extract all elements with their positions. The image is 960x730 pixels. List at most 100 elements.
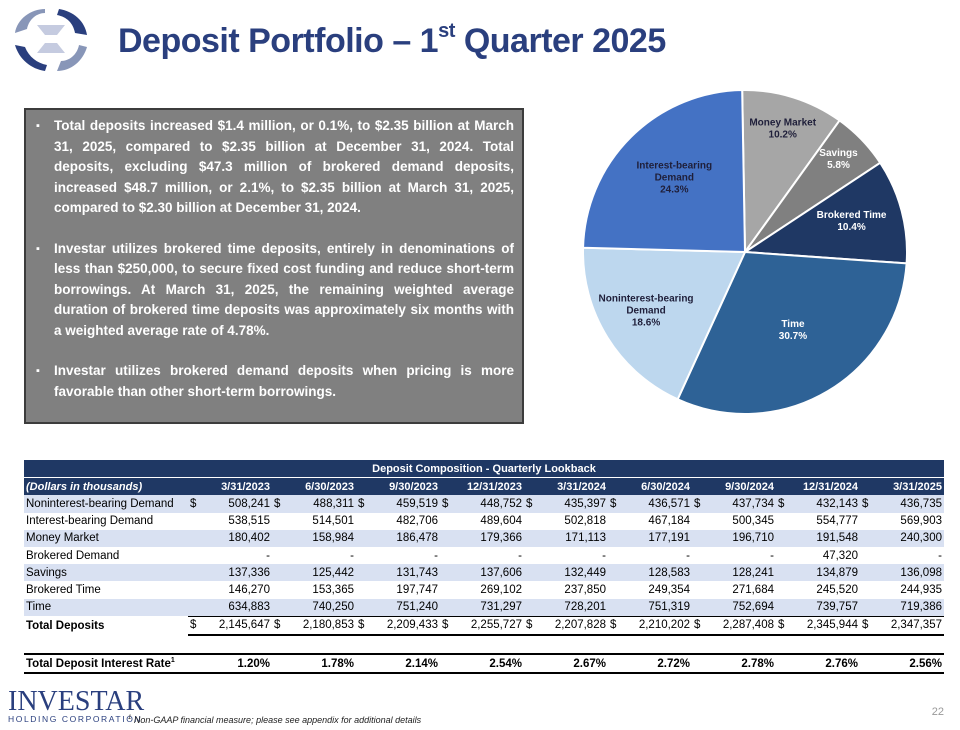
currency-cell bbox=[524, 653, 538, 675]
value-cell: 191,548 bbox=[790, 529, 860, 547]
currency-cell bbox=[440, 564, 454, 582]
pie-slice bbox=[676, 250, 908, 415]
currency-cell bbox=[272, 547, 286, 564]
column-header: (Dollars in thousands) bbox=[24, 477, 188, 496]
pie-slice-value: 10.2% bbox=[769, 129, 797, 140]
value-cell: 186,478 bbox=[370, 529, 440, 547]
row-label: Noninterest-bearing Demand bbox=[24, 495, 188, 513]
value-cell: 2.67% bbox=[538, 653, 608, 675]
value-cell: 132,449 bbox=[538, 564, 608, 582]
value-cell: - bbox=[350, 549, 354, 562]
currency-cell bbox=[776, 529, 790, 547]
row-label: Brokered Demand bbox=[26, 549, 120, 562]
value-cell: 153,365 bbox=[312, 583, 354, 596]
value-cell: 2.56% bbox=[874, 653, 944, 675]
value-cell: 128,583 bbox=[622, 564, 692, 582]
currency-cell bbox=[692, 564, 706, 582]
summary-panel: ▪ Total deposits increased $1.4 million, … bbox=[24, 108, 524, 424]
currency-cell bbox=[188, 513, 202, 530]
value-cell: - bbox=[686, 549, 690, 562]
table-row: Total Deposits $2,145,647 $2,180,853 $2,209… bbox=[24, 615, 944, 636]
row-label: Total Deposit Interest Rate1 bbox=[24, 653, 188, 675]
bullet-icon: ▪ bbox=[36, 365, 40, 377]
value-cell: 158,984 bbox=[286, 529, 356, 547]
table-row: Money Market 180,402 158,984 186,478 179,366… bbox=[24, 529, 944, 547]
currency-cell bbox=[608, 581, 622, 598]
value-cell: 177,191 bbox=[622, 529, 692, 547]
footnote: 1 Non-GAAP financial measure; please see… bbox=[128, 715, 422, 725]
currency-cell bbox=[608, 653, 622, 675]
value-cell: 554,777 bbox=[816, 515, 858, 528]
pie-slice-value: 30.7% bbox=[779, 331, 807, 342]
row-label: Time bbox=[24, 598, 188, 617]
pie-slice bbox=[741, 161, 908, 265]
value-cell: 134,879 bbox=[790, 564, 860, 582]
currency-cell bbox=[356, 581, 370, 598]
bullet-icon: ▪ bbox=[36, 242, 40, 255]
value-cell: 2,210,202 bbox=[622, 615, 692, 636]
table-row: Savings 137,336 125,442 131,743 137,606 132,4… bbox=[24, 564, 944, 582]
currency-cell bbox=[776, 653, 790, 675]
value-cell: 1.78% bbox=[286, 653, 356, 675]
value-cell: 237,850 bbox=[564, 583, 606, 596]
value-cell: 269,102 bbox=[480, 583, 522, 596]
currency-cell bbox=[692, 653, 706, 675]
currency-cell bbox=[272, 529, 286, 547]
value-cell: 437,734 bbox=[706, 495, 776, 513]
table-row: Brokered Time 146,270 153,365 197,747 269,10… bbox=[24, 581, 944, 598]
column-header: 12/31/2023 bbox=[440, 477, 524, 496]
currency-cell: $ bbox=[524, 495, 538, 513]
summary-bullet: ▪ Investar utilizes brokered demand depos… bbox=[36, 363, 514, 399]
value-cell: - bbox=[938, 549, 942, 562]
logo-mark-icon bbox=[15, 9, 87, 71]
currency-cell bbox=[524, 581, 538, 598]
value-cell: 2.78% bbox=[706, 653, 776, 675]
column-header: 9/30/2023 bbox=[356, 477, 440, 496]
pie-slice-value: 24.3% bbox=[660, 185, 688, 196]
pie-slice-value: 18.6% bbox=[632, 318, 660, 329]
value-cell: 436,735 bbox=[874, 495, 944, 513]
value-cell: 751,240 bbox=[370, 598, 440, 617]
value-cell: 2,207,828 bbox=[538, 615, 608, 636]
currency-cell bbox=[356, 513, 370, 530]
currency-cell bbox=[272, 581, 286, 598]
pie-slice bbox=[582, 89, 747, 254]
value-cell: 2,287,408 bbox=[706, 615, 776, 636]
currency-cell bbox=[188, 581, 202, 598]
value-cell: - bbox=[602, 549, 606, 562]
table-row: Total Deposit Interest Rate1 1.20% 1.78% 2.… bbox=[24, 653, 944, 675]
currency-cell bbox=[188, 547, 202, 564]
value-cell: 2,209,433 bbox=[370, 615, 440, 636]
value-cell: 489,604 bbox=[480, 515, 522, 528]
currency-cell bbox=[440, 513, 454, 530]
value-cell: 751,319 bbox=[622, 598, 692, 617]
value-cell: 482,706 bbox=[396, 515, 438, 528]
value-cell: 47,320 bbox=[822, 549, 858, 562]
column-header: 3/31/2025 bbox=[860, 477, 944, 496]
value-cell: 719,386 bbox=[874, 598, 944, 617]
currency-cell bbox=[860, 513, 874, 530]
value-cell: 435,397 bbox=[538, 495, 608, 513]
currency-cell bbox=[860, 581, 874, 598]
value-cell: 436,571 bbox=[622, 495, 692, 513]
value-cell: 179,366 bbox=[454, 529, 524, 547]
deposit-composition-table: Deposit Composition - Quarterly Lookback… bbox=[24, 460, 944, 675]
currency-cell bbox=[692, 529, 706, 547]
currency-cell bbox=[692, 598, 706, 617]
currency-cell bbox=[524, 564, 538, 582]
value-cell: 2.54% bbox=[454, 653, 524, 675]
currency-cell: $ bbox=[692, 495, 706, 513]
pie-slice-name: Money Market bbox=[749, 117, 816, 128]
value-cell: 731,297 bbox=[454, 598, 524, 617]
currency-cell bbox=[440, 598, 454, 617]
value-cell: 2,255,727 bbox=[454, 615, 524, 636]
value-cell: 448,752 bbox=[454, 495, 524, 513]
value-cell: 752,694 bbox=[706, 598, 776, 617]
currency-cell bbox=[440, 581, 454, 598]
currency-cell: $ bbox=[860, 495, 874, 513]
currency-cell bbox=[188, 598, 202, 617]
pie-slice-name: Brokered Time bbox=[817, 210, 887, 221]
currency-cell bbox=[356, 547, 370, 564]
value-cell: 432,143 bbox=[790, 495, 860, 513]
value-cell: - bbox=[434, 549, 438, 562]
